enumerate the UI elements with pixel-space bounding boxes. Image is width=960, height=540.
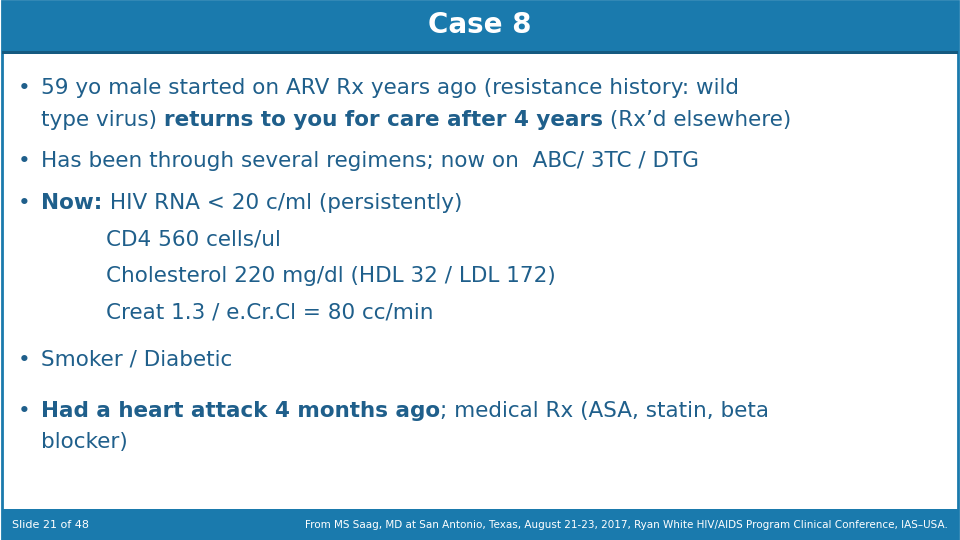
FancyBboxPatch shape bbox=[2, 509, 958, 539]
Text: Has been through several regimens; now on  ABC/ 3TC / DTG: Has been through several regimens; now o… bbox=[41, 151, 699, 171]
Text: Cholesterol 220 mg/dl (HDL 32 / LDL 172): Cholesterol 220 mg/dl (HDL 32 / LDL 172) bbox=[106, 266, 555, 286]
Text: Slide 21 of 48: Slide 21 of 48 bbox=[12, 519, 89, 530]
Text: blocker): blocker) bbox=[41, 432, 128, 452]
FancyBboxPatch shape bbox=[2, 1, 958, 51]
Text: •: • bbox=[17, 193, 30, 213]
Text: •: • bbox=[17, 78, 30, 98]
Text: ; medical Rx (ASA, statin, beta: ; medical Rx (ASA, statin, beta bbox=[441, 401, 769, 421]
Text: From MS Saag, MD at San Antonio, Texas, August 21-23, 2017, Ryan White HIV/AIDS : From MS Saag, MD at San Antonio, Texas, … bbox=[304, 519, 948, 530]
Text: •: • bbox=[17, 151, 30, 171]
FancyBboxPatch shape bbox=[2, 51, 958, 54]
Text: CD4 560 cells/ul: CD4 560 cells/ul bbox=[106, 230, 280, 249]
Text: Smoker / Diabetic: Smoker / Diabetic bbox=[41, 350, 232, 370]
Text: HIV RNA < 20 c/ml (persistently): HIV RNA < 20 c/ml (persistently) bbox=[103, 193, 462, 213]
Text: Case 8: Case 8 bbox=[428, 11, 532, 39]
Text: •: • bbox=[17, 350, 30, 370]
Text: Creat 1.3 / e.Cr.Cl = 80 cc/min: Creat 1.3 / e.Cr.Cl = 80 cc/min bbox=[106, 303, 433, 323]
Text: type virus): type virus) bbox=[41, 110, 164, 130]
Text: •: • bbox=[17, 401, 30, 421]
Text: Had a heart attack 4 months ago: Had a heart attack 4 months ago bbox=[41, 401, 441, 421]
Text: Now:: Now: bbox=[41, 193, 103, 213]
Text: 59 yo male started on ARV Rx years ago (resistance history: wild: 59 yo male started on ARV Rx years ago (… bbox=[41, 78, 739, 98]
Text: (Rx’d elsewhere): (Rx’d elsewhere) bbox=[603, 110, 791, 130]
Text: returns to you for care after 4 years: returns to you for care after 4 years bbox=[164, 110, 603, 130]
